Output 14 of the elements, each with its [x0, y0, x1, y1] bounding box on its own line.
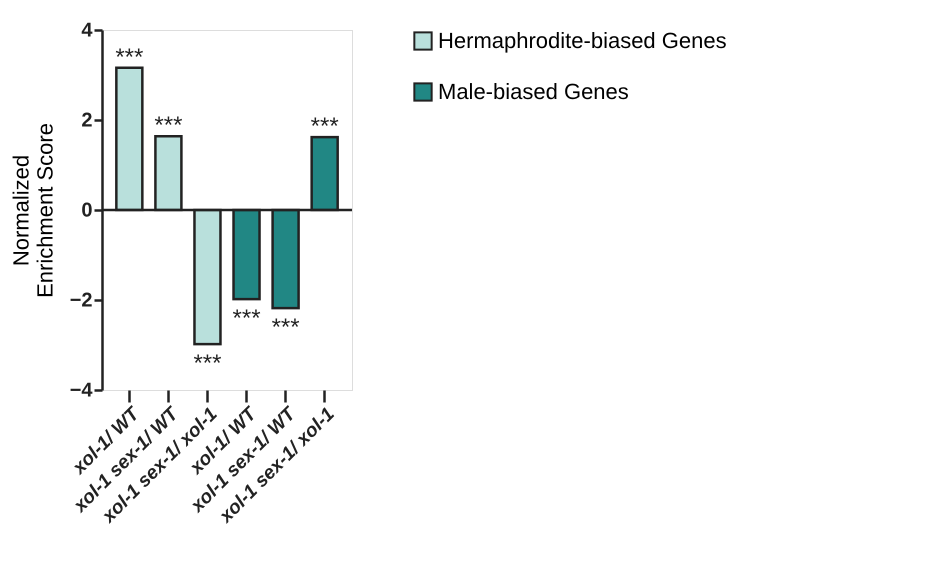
data-label: *** [272, 314, 300, 342]
y-axis-title: Normalized Enrichment Score [8, 123, 58, 298]
data-label: *** [310, 113, 339, 140]
y-tick-label: 4 [81, 20, 94, 42]
legend-label: Hermaphrodite-biased Genes [438, 28, 727, 53]
y-tick-label: 0 [81, 200, 92, 222]
data-label: *** [154, 112, 182, 140]
legend-label: Male-biased Genes [438, 79, 629, 104]
data-label: *** [115, 44, 144, 71]
y-tick-label: −2 [70, 290, 92, 312]
y-tick-label: −4 [70, 380, 94, 402]
data-label: *** [232, 305, 261, 332]
y-tick-label: 2 [81, 110, 92, 132]
data-label: *** [193, 350, 222, 378]
